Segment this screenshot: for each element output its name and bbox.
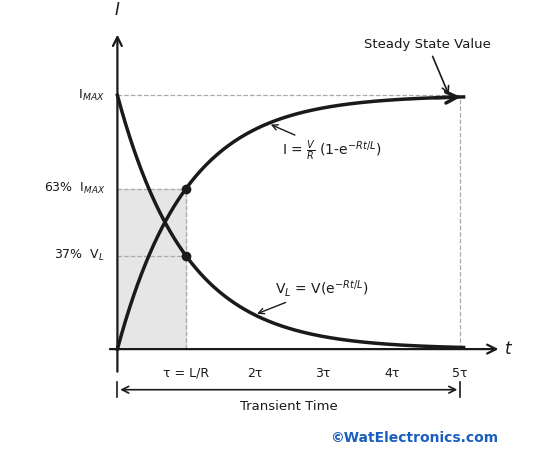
Text: V$_L$ = V(e$^{-Rt/L}$): V$_L$ = V(e$^{-Rt/L}$)	[259, 278, 369, 314]
Text: 3τ: 3τ	[315, 367, 331, 380]
Text: 5τ: 5τ	[452, 367, 468, 380]
Text: 63%  I$_{MAX}$: 63% I$_{MAX}$	[44, 181, 105, 196]
Text: 37%  V$_L$: 37% V$_L$	[54, 248, 105, 263]
Text: I = $\frac{V}{R}$ (1-e$^{-Rt/L}$): I = $\frac{V}{R}$ (1-e$^{-Rt/L}$)	[272, 125, 381, 163]
Text: τ = L/R: τ = L/R	[163, 367, 209, 380]
Text: 2τ: 2τ	[247, 367, 262, 380]
Text: t: t	[505, 340, 511, 358]
Text: 4τ: 4τ	[384, 367, 399, 380]
Text: Transient Time: Transient Time	[240, 400, 338, 413]
Text: ©WatElectronics.com: ©WatElectronics.com	[330, 431, 498, 445]
Text: Steady State Value: Steady State Value	[364, 38, 491, 93]
Text: I: I	[115, 1, 120, 19]
Text: I$_{MAX}$: I$_{MAX}$	[78, 88, 105, 103]
